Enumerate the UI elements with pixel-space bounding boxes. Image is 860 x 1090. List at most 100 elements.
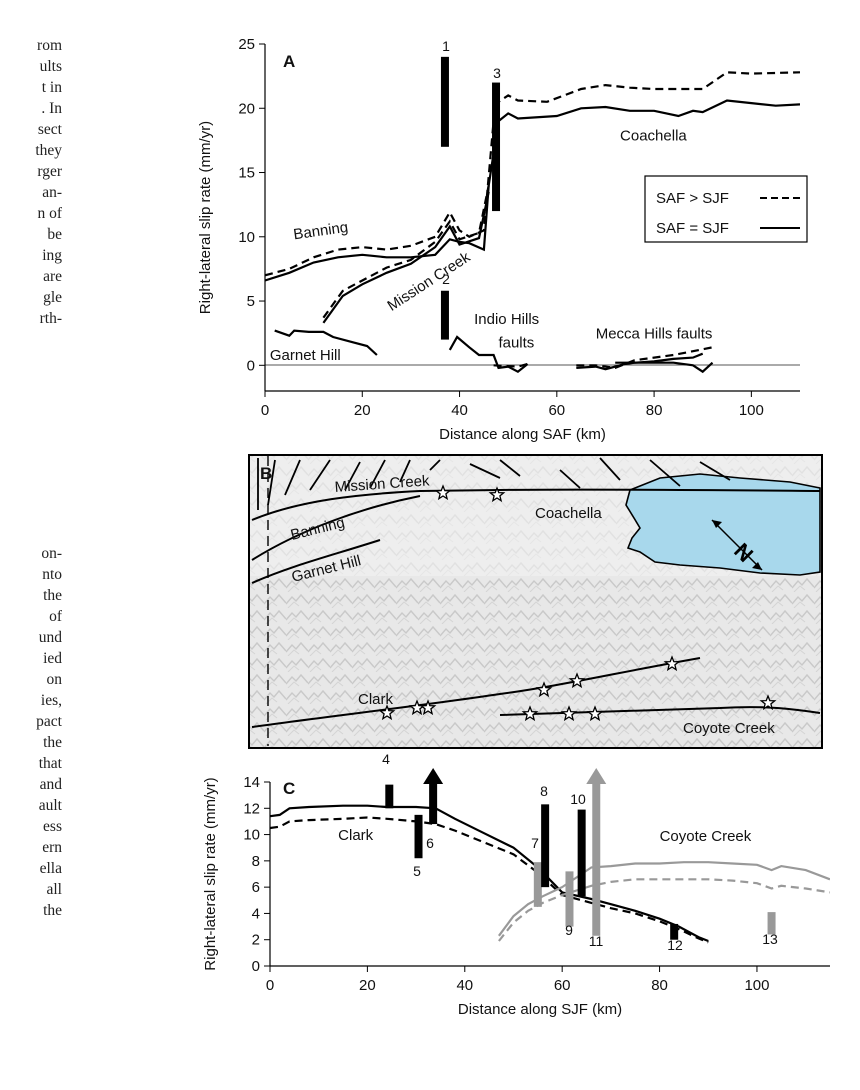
panel-a-series-line [493, 362, 528, 368]
panel-a-series-line [322, 185, 490, 319]
panel-c-rate-bar [541, 804, 550, 888]
clark-fault-trace [251, 657, 701, 728]
panel-a-series-line [615, 361, 714, 374]
panel-a-rate-bar [440, 56, 449, 147]
margin-text-line: ern [42, 839, 62, 856]
site-star-icon [521, 705, 539, 722]
panel-c-rate-bar [414, 814, 423, 859]
margin-text-line: the [43, 734, 62, 751]
panel-c-rate-arrow-shaft [592, 782, 601, 936]
margin-text-line: are [43, 268, 62, 285]
mission-creek-fault-trace [251, 488, 821, 521]
margin-text-line: . In [41, 100, 62, 117]
panel-c-rate-bar [533, 862, 542, 907]
margin-text-line: ault [38, 797, 62, 814]
legend-label-dashed: SAF > SJF [656, 190, 729, 207]
panel-a-chart: 0 20 40 60 80 100 0 5 10 15 20 25 Distance along SAF… [197, 36, 808, 443]
panel-a-y-tick-label: 0 [247, 357, 255, 374]
panel-c-x-tick-label: 40 [456, 977, 473, 994]
panel-c-bar-label: 10 [570, 791, 586, 807]
margin-text-line: an- [42, 184, 62, 201]
panel-c-y-tick-label: 10 [243, 827, 260, 844]
garnet-hill-fault-trace [251, 539, 381, 584]
panel-a-x-axis-title: Distance along SAF (km) [439, 426, 606, 443]
site-star-icon [535, 681, 553, 698]
panel-a-rate-bar [440, 290, 449, 340]
panel-c-rate-bar [577, 809, 586, 897]
panel-c-bar-label: 8 [540, 783, 548, 799]
panel-c-rate-bar [385, 784, 394, 809]
panel-a-bar-label: 1 [442, 38, 450, 54]
site-star-icon [560, 705, 578, 722]
north-arrow: N [711, 519, 763, 571]
panel-a-y-tick-label: 10 [238, 229, 255, 246]
panel-a-series-line [274, 329, 378, 356]
margin-text-line: pact [36, 713, 62, 730]
panel-c-bar-label: 5 [413, 863, 421, 879]
margin-text-line: on [46, 671, 63, 688]
margin-text-line: n of [37, 205, 62, 222]
panel-a-series-line [576, 352, 704, 371]
map-label-mission-creek: Mission Creek [334, 472, 430, 496]
map-label-coyote-creek: Coyote Creek [683, 720, 775, 737]
salton-sea-lake [625, 473, 821, 576]
panel-a-rate-bar [492, 82, 501, 212]
panel-a-x-tick-label: 40 [451, 402, 468, 419]
margin-text-line: the [43, 902, 62, 919]
panel-c-x-tick-label: 0 [266, 977, 274, 994]
margin-text-line: ied [43, 650, 62, 667]
panel-c-bar-label: 12 [667, 937, 683, 953]
legend-box [644, 175, 808, 243]
panel-c-y-tick-label: 2 [252, 932, 260, 949]
north-arrow-heads [712, 520, 762, 570]
panel-c-annotation: Clark [338, 827, 374, 844]
panel-c-rate-bar [767, 912, 776, 935]
map-label-clark: Clark [358, 691, 394, 708]
panel-a-annotation: Indio Hills [474, 311, 539, 328]
panel-c-bar-label: 9 [565, 922, 573, 938]
panel-a-x-tick-label: 60 [548, 402, 565, 419]
panel-b-map: Mission Creek Banning Garnet Hill Coache… [248, 454, 823, 749]
site-star-icon [434, 484, 452, 501]
panel-a-series-line [448, 335, 529, 374]
panel-c-x-axis-title: Distance along SJF (km) [458, 1001, 622, 1018]
panel-letter-a: A [283, 52, 295, 71]
margin-text-line: ies, [40, 692, 62, 709]
margin-text-line: ing [42, 247, 62, 264]
coyote-creek-fault-trace [499, 706, 821, 716]
margin-text-line: they [35, 142, 62, 159]
site-star-icon [488, 486, 506, 503]
panel-a-y-tick-label: 15 [238, 165, 255, 182]
panel-a-bar-label: 2 [442, 271, 450, 287]
panel-c-y-tick-label: 0 [252, 958, 260, 975]
margin-text-line: ess [43, 818, 62, 835]
margin-text-line: on- [41, 545, 62, 562]
panel-c-rate-arrow-head [423, 768, 444, 784]
legend: SAF > SJF SAF = SJF [644, 175, 808, 243]
site-stars [378, 484, 777, 722]
panel-c-x-tick-label: 20 [359, 977, 376, 994]
site-star-icon [378, 704, 396, 721]
panel-c-x-tick-label: 60 [554, 977, 571, 994]
panel-a-series-line [265, 99, 800, 282]
panel-a-y-tick-label: 25 [238, 36, 255, 53]
panel-c-bar-label: 6 [426, 835, 434, 851]
legend-label-solid: SAF = SJF [656, 220, 729, 237]
site-star-icon [586, 705, 604, 722]
panel-a-x-tick-label: 20 [354, 402, 371, 419]
margin-text-line: t in [41, 79, 62, 96]
margin-text-line: gle [43, 289, 62, 306]
panel-c-series-line [498, 878, 830, 942]
margin-text-line: rger [37, 163, 62, 180]
panel-c-series-line [270, 816, 709, 944]
margin-text-line: sect [37, 121, 62, 138]
panel-c-rate-arrow-head [586, 768, 607, 784]
margin-text-line: ults [39, 58, 62, 75]
panel-a-annotation: Mecca Hills faults [596, 325, 713, 342]
banning-fault-trace [251, 495, 421, 561]
panel-letter-c: C [283, 779, 295, 798]
left-margin-text-top: rom ults t in . In sect they rger an-n of be ing a… [0, 35, 62, 329]
panel-a-y-tick-label: 20 [238, 100, 255, 117]
panel-c-rate-bar [670, 923, 679, 940]
panel-a-annotation: faults [498, 334, 534, 351]
